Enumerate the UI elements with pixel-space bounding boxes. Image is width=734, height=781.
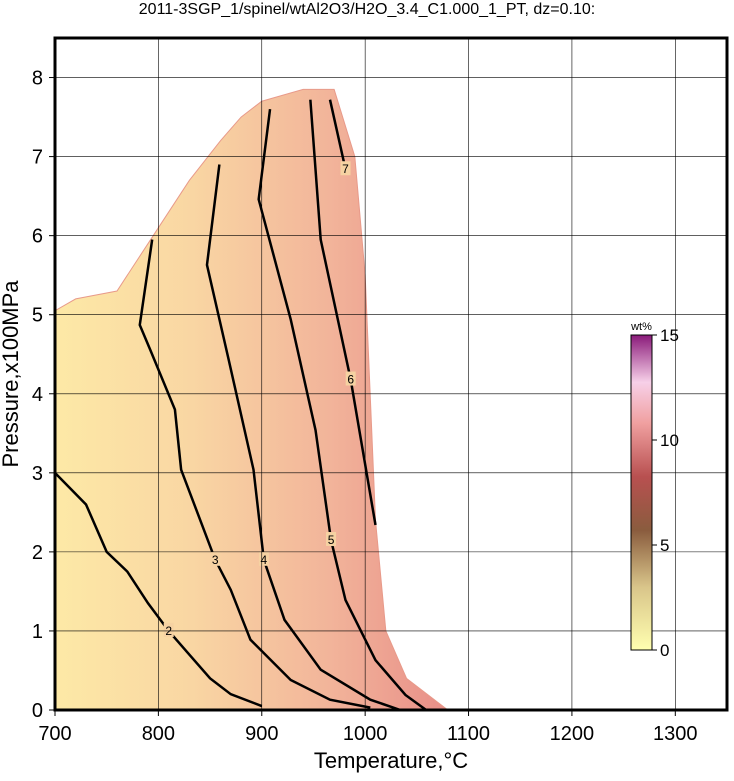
filled-region xyxy=(54,88,450,711)
colorbar-label: wt% xyxy=(630,321,652,333)
contour-label: 3 xyxy=(212,553,219,567)
x-tick-label: 900 xyxy=(245,723,278,745)
contour-label-bg xyxy=(326,532,337,547)
x-tick-label: 1100 xyxy=(447,723,490,745)
y-tick-label: 5 xyxy=(32,305,43,327)
contour-label-bg xyxy=(163,622,174,637)
x-tick-label: 1000 xyxy=(343,723,388,745)
contour-label-bg xyxy=(345,371,356,386)
y-tick-label: 1 xyxy=(32,621,43,643)
y-axis-label: Pressure,x100MPa xyxy=(0,280,23,468)
contour-label-bg xyxy=(340,161,351,176)
contour-label: 7 xyxy=(342,162,349,176)
x-tick-label: 1300 xyxy=(653,723,698,745)
contour-line xyxy=(328,99,347,170)
y-tick-label: 6 xyxy=(32,226,43,248)
contour-label-bg xyxy=(258,551,269,566)
y-tick-label: 0 xyxy=(32,700,43,722)
colorbar-tick-label: 5 xyxy=(660,536,669,555)
plot-frame xyxy=(53,36,729,712)
x-axis-label: Temperature,°C xyxy=(314,748,468,773)
y-tick-label: 4 xyxy=(32,384,43,406)
colorbar-tick-label: 15 xyxy=(660,326,679,345)
chart-title: 2011-3SGP_1/spinel/wtAl2O3/H2O_3.4_C1.00… xyxy=(139,1,595,18)
x-tick-label: 800 xyxy=(142,723,175,745)
contour-line xyxy=(309,99,377,526)
colorbar-tick-label: 10 xyxy=(660,431,679,450)
x-tick-label: 1200 xyxy=(550,723,595,745)
y-tick-label: 3 xyxy=(32,463,43,485)
contour-label: 4 xyxy=(260,553,267,567)
y-tick-label: 8 xyxy=(32,68,43,90)
x-tick-label: 700 xyxy=(38,723,71,745)
y-tick-label: 7 xyxy=(32,147,43,169)
colorbar xyxy=(630,334,653,651)
contour-label: 6 xyxy=(347,373,354,387)
colorbar-tick-label: 0 xyxy=(660,641,669,660)
contour-label-bg xyxy=(210,551,221,566)
y-tick-label: 2 xyxy=(32,542,43,564)
contour-label: 5 xyxy=(328,533,335,547)
